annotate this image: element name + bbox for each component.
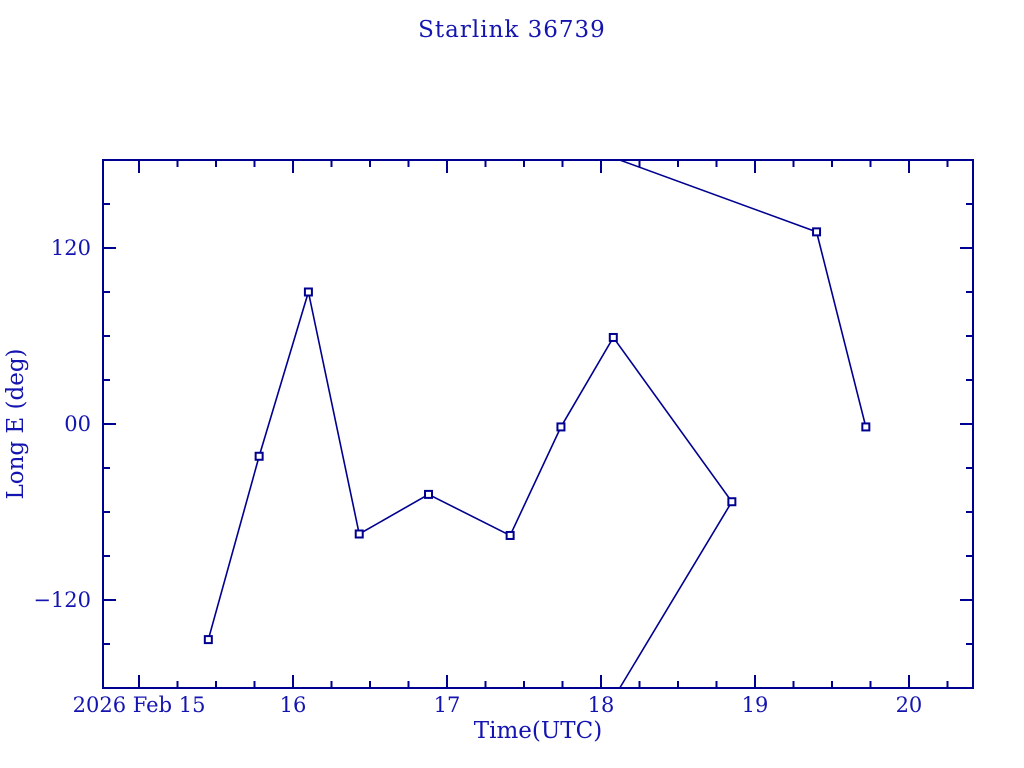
- y-tick-label: 120: [51, 236, 91, 260]
- x-tick-label: 16: [280, 693, 307, 717]
- x-tick-label: 2026 Feb 15: [73, 693, 206, 717]
- data-point-marker: [203, 635, 213, 645]
- data-point-marker: [812, 227, 822, 237]
- x-tick-label: 18: [588, 693, 615, 717]
- data-point-marker: [861, 422, 871, 432]
- x-tick-label: 20: [896, 693, 923, 717]
- data-point-marker: [608, 332, 618, 342]
- y-tick-label: −120: [33, 588, 91, 612]
- y-tick-label: 00: [64, 412, 91, 436]
- data-point-marker: [254, 451, 264, 461]
- chart-title: Starlink 36739: [418, 17, 606, 43]
- y-axis-label: Long E (deg): [3, 348, 29, 500]
- data-point-marker: [556, 422, 566, 432]
- data-point-marker: [303, 287, 313, 297]
- data-point-marker: [727, 497, 737, 507]
- data-line: [207, 291, 733, 689]
- x-tick-label: 17: [434, 693, 461, 717]
- x-axis-label: Time(UTC): [473, 718, 603, 744]
- data-point-marker: [354, 529, 364, 539]
- x-tick-label: 19: [742, 693, 769, 717]
- data-point-marker: [505, 530, 515, 540]
- data-point-marker: [424, 489, 434, 499]
- data-line: [619, 159, 867, 428]
- plot-box: [102, 159, 974, 689]
